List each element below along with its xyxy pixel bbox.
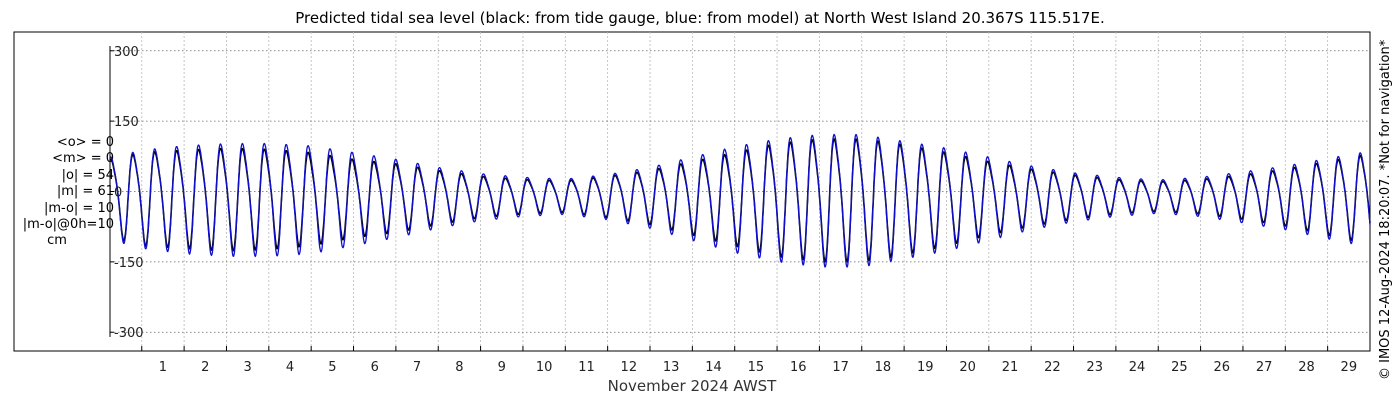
x-tick-label: 11 — [578, 360, 595, 375]
stat-abs-observed: |o| = 54 — [61, 167, 114, 183]
y-tick-label: 150 — [114, 115, 139, 130]
x-tick-label: 18 — [875, 360, 892, 375]
x-tick-label: 28 — [1298, 360, 1315, 375]
x-tick-label: 8 — [455, 360, 463, 375]
x-tick-label: 19 — [917, 360, 934, 375]
stat-abs-model: |m| = 61 — [56, 184, 114, 200]
series-line-model — [109, 133, 1371, 268]
stat-unit: cm — [47, 233, 67, 249]
x-tick-label: 12 — [621, 360, 638, 375]
x-tick-label: 23 — [1086, 360, 1103, 375]
x-tick-label: 17 — [832, 360, 849, 375]
y-tick-label: 0 — [114, 186, 122, 201]
x-tick-label: 22 — [1044, 360, 1061, 375]
x-tick-label: 26 — [1213, 360, 1230, 375]
y-tick-label: -300 — [114, 326, 144, 341]
series-line-tide-gauge — [109, 138, 1371, 263]
y-tick-label: 300 — [114, 45, 139, 60]
x-tick-label: 21 — [1002, 360, 1019, 375]
x-tick-label: 14 — [705, 360, 722, 375]
tide-statistics: <o> = 0 <m> = 0 |o| = 54 |m| = 61 |m-o| … — [14, 135, 114, 250]
chart-title: Predicted tidal sea level (black: from t… — [295, 9, 1105, 27]
stat-mean-model: <m> = 0 — [52, 151, 114, 167]
x-tick-label: 25 — [1171, 360, 1188, 375]
x-tick-label: 5 — [328, 360, 336, 375]
stat-mean-observed: <o> = 0 — [56, 135, 114, 150]
x-tick-label: 2 — [201, 360, 209, 375]
x-tick-label: 7 — [413, 360, 421, 375]
stat-abs-diff: |m-o| = 10 — [43, 200, 114, 216]
y-tick-label: -150 — [114, 256, 144, 271]
copyright-notice: © IMOS 12-Aug-2024 18:20:07. *Not for na… — [1378, 39, 1393, 380]
x-tick-label: 20 — [959, 360, 976, 375]
x-tick-label: 15 — [748, 360, 765, 375]
x-tick-label: 9 — [498, 360, 506, 375]
x-axis-label: November 2024 AWST — [608, 377, 778, 395]
x-tick-label: 16 — [790, 360, 807, 375]
x-tick-label: 10 — [536, 360, 553, 375]
x-tick-label: 13 — [663, 360, 680, 375]
stat-abs-diff-0h: |m-o|@0h=10 — [22, 217, 114, 233]
x-tick-label: 29 — [1341, 360, 1358, 375]
x-tick-label: 24 — [1129, 360, 1146, 375]
x-tick-label: 3 — [244, 360, 252, 375]
x-tick-label: 4 — [286, 360, 294, 375]
x-tick-label: 27 — [1256, 360, 1273, 375]
x-tick-label: 1 — [159, 360, 167, 375]
x-tick-label: 6 — [371, 360, 379, 375]
